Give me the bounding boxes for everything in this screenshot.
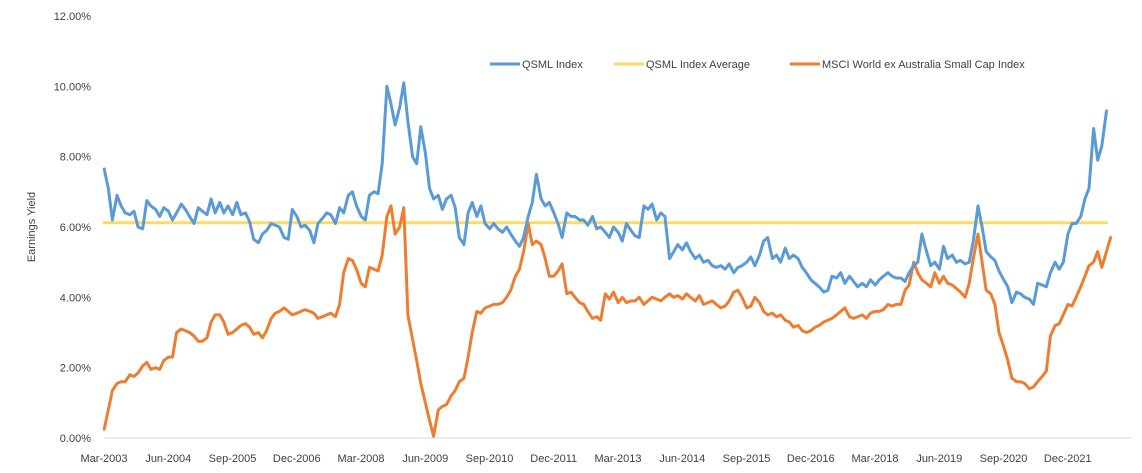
- x-tick-label: Jun-2009: [402, 453, 448, 465]
- legend-label: QSML Index Average: [646, 59, 750, 71]
- x-axis-ticks: Mar-2003 Jun-2004 Sep-2005 Dec-2006 Mar-2008…: [80, 453, 1091, 465]
- x-tick-label: Sep-2010: [466, 453, 514, 465]
- x-tick-label: Sep-2015: [723, 453, 771, 465]
- x-tick-label: Dec-2016: [787, 453, 835, 465]
- series-lines: [102, 81, 1113, 438]
- legend-label: QSML Index: [522, 59, 583, 71]
- y-tick-label: 0.00%: [60, 433, 91, 445]
- x-tick-label: Mar-2008: [337, 453, 384, 465]
- x-tick-label: Mar-2003: [80, 453, 127, 465]
- x-tick-label: Mar-2013: [594, 453, 641, 465]
- x-tick-label: Jun-2004: [145, 453, 191, 465]
- legend-label: MSCI World ex Australia Small Cap Index: [822, 59, 1025, 71]
- x-tick-label: Dec-2006: [273, 453, 321, 465]
- x-tick-label: Dec-2021: [1044, 453, 1092, 465]
- y-tick-label: 4.00%: [60, 292, 91, 304]
- x-tick-label: Jun-2019: [916, 453, 962, 465]
- y-tick-label: 8.00%: [60, 152, 91, 164]
- y-tick-label: 12.00%: [54, 11, 92, 23]
- y-tick-label: 6.00%: [60, 222, 91, 234]
- y-axis-title: Earnings Yield: [26, 192, 38, 262]
- series-line-msci-world-ex-australia-small-cap-index: [102, 204, 1113, 438]
- series-line-qsml-index: [102, 81, 1108, 306]
- legend: QSML Index QSML Index Average MSCI World e…: [490, 59, 1025, 71]
- x-tick-label: Sep-2005: [209, 453, 257, 465]
- y-tick-label: 10.00%: [54, 81, 92, 93]
- y-tick-label: 2.00%: [60, 363, 91, 375]
- x-tick-label: Jun-2014: [659, 453, 705, 465]
- y-axis-ticks: 0.00% 2.00% 4.00% 6.00% 8.00% 10.00% 12.00%: [54, 11, 92, 445]
- x-tick-label: Dec-2011: [530, 453, 577, 465]
- x-tick-label: Sep-2020: [980, 453, 1028, 465]
- x-tick-label: Mar-2018: [851, 453, 898, 465]
